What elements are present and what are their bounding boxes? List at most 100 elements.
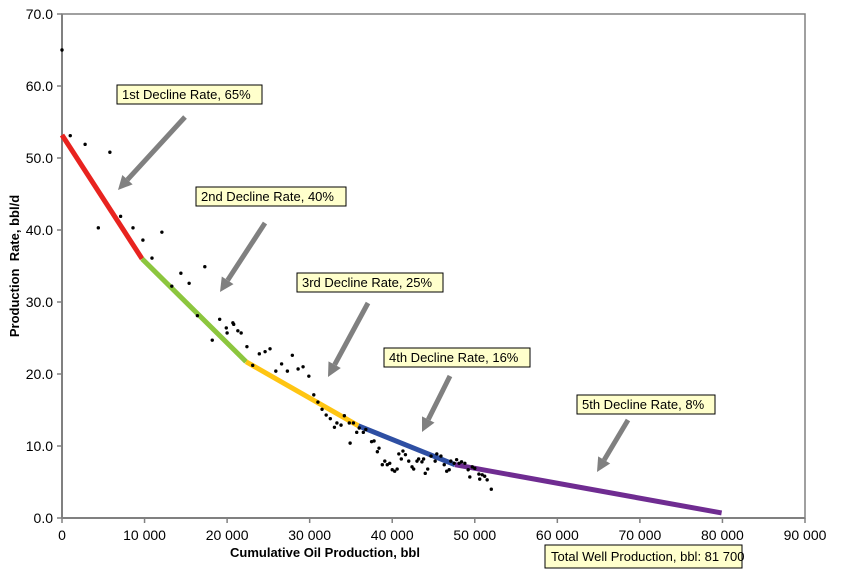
arrow-head bbox=[220, 276, 234, 292]
data-point bbox=[433, 459, 437, 463]
y-tick-label: 50.0 bbox=[26, 150, 53, 166]
annotation-label: 5th Decline Rate, 8% bbox=[582, 397, 705, 412]
data-point bbox=[332, 425, 337, 429]
data-point bbox=[390, 468, 394, 472]
x-tick-label: 70 000 bbox=[618, 527, 661, 543]
data-point bbox=[290, 353, 295, 357]
data-point bbox=[401, 449, 405, 453]
data-point bbox=[268, 347, 272, 351]
data-point bbox=[160, 230, 164, 234]
data-point bbox=[361, 430, 366, 435]
data-point bbox=[324, 413, 328, 417]
data-point bbox=[457, 461, 461, 465]
annotation-label: 1st Decline Rate, 65% bbox=[122, 87, 251, 102]
annotation-label: 2nd Decline Rate, 40% bbox=[201, 189, 334, 204]
x-tick-label: 20 000 bbox=[206, 527, 249, 543]
data-point bbox=[452, 461, 456, 465]
data-point bbox=[179, 271, 183, 275]
data-point bbox=[485, 478, 489, 482]
data-point bbox=[141, 238, 145, 242]
annotation-box bbox=[383, 347, 531, 368]
data-point bbox=[470, 465, 475, 469]
arrow-head bbox=[328, 361, 341, 377]
data-point bbox=[377, 446, 381, 450]
y-tick-label: 20.0 bbox=[26, 366, 53, 382]
data-point bbox=[372, 439, 376, 443]
data-point bbox=[225, 331, 229, 335]
data-point bbox=[480, 473, 484, 477]
data-point bbox=[439, 454, 443, 458]
data-point bbox=[477, 472, 481, 476]
data-point bbox=[442, 463, 446, 467]
data-point bbox=[385, 463, 389, 467]
data-point bbox=[312, 393, 316, 397]
data-point bbox=[83, 142, 87, 147]
data-point bbox=[423, 471, 427, 476]
data-point bbox=[348, 441, 352, 445]
x-tick-label: 40 000 bbox=[371, 527, 414, 543]
x-tick-label: 50 000 bbox=[453, 527, 496, 543]
data-point bbox=[388, 461, 392, 465]
decline-segments bbox=[59, 133, 723, 516]
data-point bbox=[392, 469, 397, 473]
x-tick-label: 30 000 bbox=[288, 527, 331, 543]
data-point bbox=[447, 468, 451, 472]
data-point bbox=[217, 317, 222, 321]
data-point bbox=[301, 365, 305, 369]
data-point bbox=[195, 313, 200, 318]
data-point bbox=[351, 421, 356, 425]
data-point bbox=[170, 284, 174, 288]
arrow-shaft bbox=[332, 301, 371, 366]
decline-segment bbox=[140, 257, 248, 364]
data-points bbox=[60, 48, 493, 491]
data-point bbox=[380, 463, 385, 467]
data-point bbox=[131, 226, 135, 230]
decline-segment bbox=[454, 462, 723, 516]
data-point bbox=[416, 457, 421, 461]
x-tick-label: 90 000 bbox=[784, 527, 827, 543]
data-point bbox=[429, 454, 433, 458]
data-point bbox=[466, 468, 470, 472]
decline-segment bbox=[357, 423, 456, 468]
arrow-shaft bbox=[225, 221, 268, 282]
y-tick-label: 60.0 bbox=[26, 78, 53, 94]
data-point bbox=[357, 426, 361, 430]
data-point bbox=[251, 363, 255, 368]
data-point bbox=[328, 416, 333, 421]
data-point bbox=[108, 150, 112, 154]
total-production-label: Total Well Production, bbl: 81 700 bbox=[551, 549, 744, 564]
arrow-shaft bbox=[426, 374, 453, 421]
data-point bbox=[463, 461, 467, 465]
axes: 0.0 10.0 20.0 30.0 40.0 50.0 60.0 70.0 0 10 000 20… bbox=[26, 6, 827, 543]
data-point bbox=[245, 344, 249, 349]
x-tick-label: 10 000 bbox=[123, 527, 166, 543]
data-point bbox=[420, 460, 424, 464]
arrow-head bbox=[118, 174, 133, 190]
arrow-head bbox=[422, 416, 435, 432]
y-tick-label: 0.0 bbox=[34, 510, 54, 526]
data-point bbox=[435, 452, 439, 456]
data-point bbox=[210, 338, 214, 342]
data-point bbox=[355, 430, 359, 435]
data-point bbox=[239, 331, 243, 335]
y-tick-label: 40.0 bbox=[26, 222, 53, 238]
data-point bbox=[478, 477, 482, 481]
data-point bbox=[383, 459, 387, 463]
annotation-box bbox=[116, 84, 263, 105]
data-point bbox=[482, 474, 487, 478]
data-point bbox=[285, 369, 290, 373]
annotation-box bbox=[296, 272, 444, 293]
arrow-head bbox=[597, 456, 611, 472]
x-tick-label: 80 000 bbox=[701, 527, 744, 543]
annotation-box bbox=[195, 186, 347, 207]
data-point bbox=[257, 352, 262, 356]
data-point bbox=[187, 281, 191, 285]
data-point bbox=[395, 467, 399, 471]
data-point bbox=[397, 452, 401, 456]
annotations: 1st Decline Rate, 65% 2nd Decline Rate, 4… bbox=[116, 84, 716, 472]
x-tick-label: 60 000 bbox=[536, 527, 579, 543]
data-point bbox=[473, 466, 477, 471]
data-point bbox=[347, 421, 351, 425]
data-point bbox=[296, 367, 300, 371]
